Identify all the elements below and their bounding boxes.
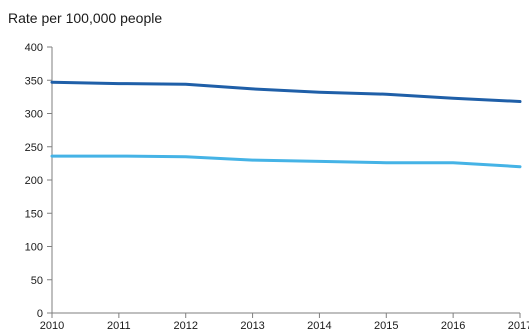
x-tick-label: 2014 [307, 320, 331, 332]
series-line-2 [50, 154, 522, 169]
series-lines [50, 80, 522, 169]
y-tick-label: 150 [25, 208, 43, 220]
y-tick-label: 250 [25, 142, 43, 154]
x-axis: 2010 2011 2012 2013 2014 2015 2016 2017 [40, 312, 529, 332]
y-axis: 0 50 100 150 200 250 300 350 400 [25, 42, 53, 320]
y-tick-label: 50 [31, 275, 43, 287]
y-tick-label: 200 [25, 175, 43, 187]
x-tick-label: 2016 [441, 320, 465, 332]
x-tick-label: 2015 [374, 320, 398, 332]
x-tick-label: 2013 [240, 320, 264, 332]
y-tick-label: 350 [25, 75, 43, 87]
x-tick-label: 2017 [508, 320, 529, 332]
y-tick-label: 300 [25, 109, 43, 121]
y-tick-label: 100 [25, 242, 43, 254]
y-axis-label: Rate per 100,000 people [8, 10, 163, 26]
y-tick-label: 400 [25, 42, 43, 54]
x-tick-label: 2010 [40, 320, 64, 332]
x-tick-label: 2011 [107, 320, 131, 332]
y-tick-label: 0 [37, 308, 43, 320]
series-line-1 [50, 80, 522, 103]
x-tick-label: 2012 [173, 320, 197, 332]
